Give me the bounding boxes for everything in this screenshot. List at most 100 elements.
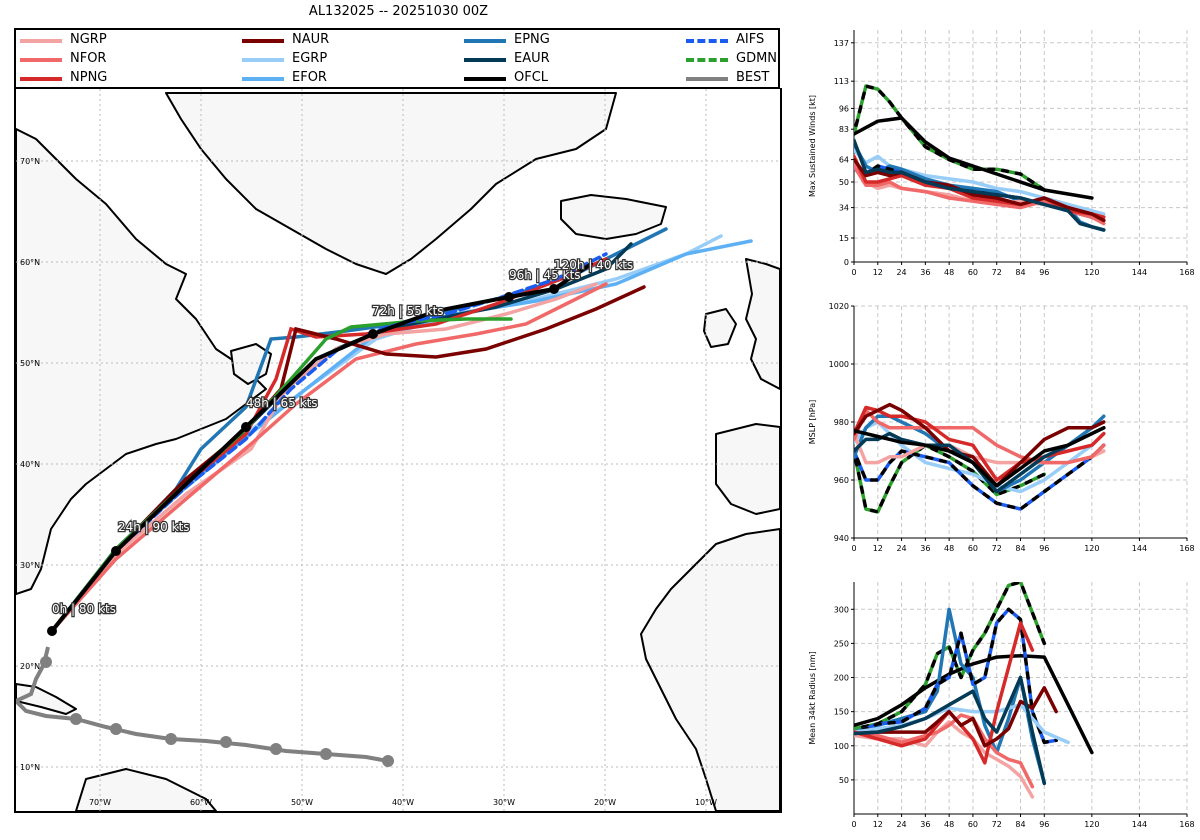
legend-swatch <box>464 39 506 43</box>
legend-swatch <box>464 58 506 62</box>
series-egrp <box>854 703 1070 745</box>
series-nfor <box>854 713 1035 789</box>
lat-label: 10°N <box>20 763 40 772</box>
y-tick-label: 64 <box>839 156 849 165</box>
track-ofcl <box>50 262 593 633</box>
x-tick-label: 144 <box>1132 544 1147 553</box>
map-panel: 70°N 60°N 50°N 40°N 30°N 20°N 10°N 70°W 60°W 50°… <box>12 88 782 813</box>
legend-swatch <box>20 58 62 62</box>
y-axis-label: Max Sustained Winds [kt] <box>808 95 817 197</box>
y-tick-label: 96 <box>839 104 849 113</box>
lat-label: 40°N <box>20 460 40 469</box>
lon-label: 40°W <box>392 798 414 807</box>
lat-label: 30°N <box>20 561 40 570</box>
x-tick-label: 12 <box>873 820 883 829</box>
legend-label: NGRP <box>70 32 107 47</box>
legend-item-egrp: EGRP <box>238 50 448 70</box>
x-tick-label: 36 <box>920 268 930 277</box>
series-ofcl <box>854 116 1094 200</box>
y-tick-label: 100 <box>834 742 849 751</box>
series-npng <box>854 621 1035 765</box>
lon-label: 10°W <box>695 798 717 807</box>
y-tick-label: 34 <box>839 204 849 213</box>
x-tick-label: 96 <box>1039 268 1049 277</box>
y-tick-label: 300 <box>834 605 849 614</box>
track-label: 48h | 65 kts <box>246 396 318 410</box>
x-tick-label: 24 <box>896 268 906 277</box>
track-label: 24h | 90 kts <box>118 520 190 534</box>
legend-swatch <box>20 77 62 81</box>
x-tick-label: 48 <box>944 268 954 277</box>
legend-swatch <box>686 39 728 43</box>
legend-item-nfor: NFOR <box>16 50 226 70</box>
x-tick-label: 96 <box>1039 820 1049 829</box>
x-tick-label: 36 <box>920 820 930 829</box>
legend-label: AIFS <box>736 32 765 47</box>
latitude-labels: 70°N 60°N 50°N 40°N 30°N 20°N 10°N <box>20 157 40 772</box>
series-ofcl <box>854 426 1106 488</box>
y-tick-label: 150 <box>834 708 849 717</box>
x-tick-label: 0 <box>851 268 856 277</box>
series-group <box>854 582 1094 799</box>
y-tick-label: 113 <box>834 77 849 86</box>
series-gdmn-dash <box>854 84 1047 192</box>
legend-item-gdmn: GDMN <box>682 50 892 70</box>
legend-label: EFOR <box>292 70 327 85</box>
x-tick-label: 84 <box>1015 544 1025 553</box>
y-tick-label: 50 <box>839 776 849 785</box>
x-tick-label: 60 <box>968 544 978 553</box>
chart-panel-3: 0 12 24 36 48 60 72 84 96 120 144 168 50 100 150 200 250… <box>808 582 1195 829</box>
series-eaur <box>854 675 1047 786</box>
legend-item-ofcl: OFCL <box>460 69 670 89</box>
lon-label: 60°W <box>190 798 212 807</box>
x-tick-label: 12 <box>873 268 883 277</box>
legend-swatch <box>686 58 728 62</box>
legend: NGRP NFOR NPNG NAUR EGRP EFOR EPNG EAUR OFCL AIFS… <box>14 28 780 88</box>
x-tick-label: 0 <box>851 544 856 553</box>
forecast-tracks <box>50 227 753 633</box>
legend-label: GDMN <box>736 51 778 66</box>
legend-item-epng: EPNG <box>460 31 670 51</box>
legend-label: NFOR <box>70 51 107 66</box>
x-tick-label: 168 <box>1179 544 1194 553</box>
lat-label: 20°N <box>20 662 40 671</box>
x-tick-label: 72 <box>992 820 1002 829</box>
legend-swatch <box>20 39 62 43</box>
track-label: 96h | 45 kts <box>509 268 581 282</box>
x-tick-label: 168 <box>1179 820 1194 829</box>
x-tick-label: 84 <box>1015 268 1025 277</box>
x-tick-label: 60 <box>968 820 978 829</box>
land-masses <box>15 92 781 812</box>
x-tick-label: 36 <box>920 544 930 553</box>
x-tick-label: 12 <box>873 544 883 553</box>
series-ofcl <box>854 653 1094 755</box>
series-nfor <box>854 408 1106 465</box>
series-egrp <box>854 148 1106 216</box>
series-aifs <box>854 443 1106 511</box>
y-tick-label: 1000 <box>829 360 849 369</box>
chart-panel-1: 0 12 24 36 48 60 72 84 96 120 144 168 0 15 34 50 64 83 96 1… <box>808 30 1195 277</box>
track-label: 120h | 40 kts <box>554 258 633 272</box>
lat-label: 50°N <box>20 359 40 368</box>
legend-item-npng: NPNG <box>16 69 226 89</box>
y-axis-label: Mean 34kt Radius [nm] <box>808 651 817 744</box>
legend-label: EGRP <box>292 51 328 66</box>
x-tick-label: 60 <box>968 268 978 277</box>
lon-label: 50°W <box>291 798 313 807</box>
series-eaur <box>854 138 1106 232</box>
lat-label: 60°N <box>20 258 40 267</box>
y-tick-label: 1020 <box>829 302 849 311</box>
legend-swatch <box>464 77 506 81</box>
legend-label: BEST <box>736 70 770 85</box>
y-tick-label: 940 <box>834 534 849 543</box>
series-ngrp <box>854 720 1035 799</box>
y-axis-label: MSLP [hPa] <box>808 400 817 444</box>
x-tick-label: 48 <box>944 820 954 829</box>
x-tick-label: 120 <box>1084 544 1099 553</box>
legend-swatch <box>242 39 284 43</box>
legend-item-naur: NAUR <box>238 31 448 51</box>
x-tick-label: 84 <box>1015 820 1025 829</box>
legend-label: OFCL <box>514 70 549 85</box>
legend-label: EAUR <box>514 51 550 66</box>
legend-swatch <box>686 77 728 81</box>
